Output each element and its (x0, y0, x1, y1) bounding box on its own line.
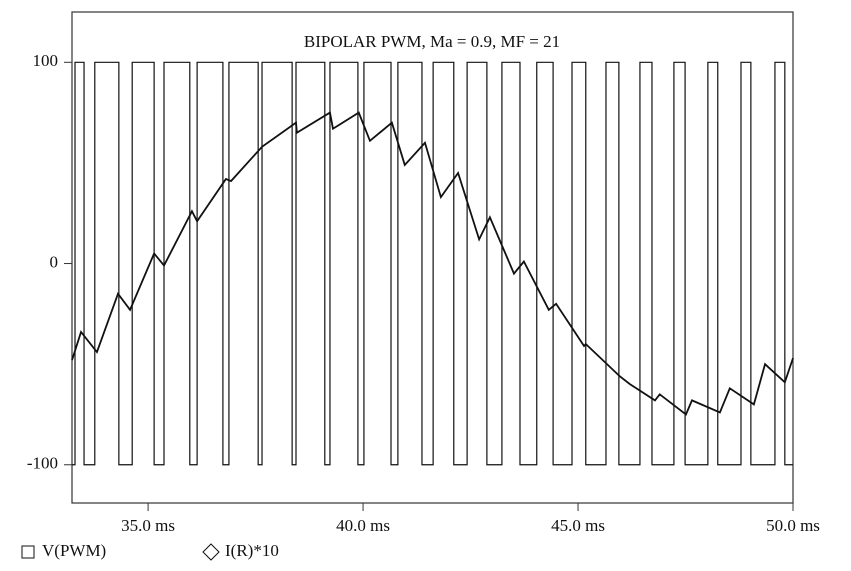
x-tick-label: 45.0 ms (551, 516, 605, 535)
series-line (71, 111, 794, 416)
x-tick-label: 35.0 ms (121, 516, 175, 535)
y-tick-label: 100 (33, 51, 59, 70)
y-tick-label: 0 (50, 252, 59, 271)
legend-marker (21, 545, 35, 559)
legend-label: I(R)*10 (225, 541, 279, 560)
x-tick-label: 50.0 ms (766, 516, 820, 535)
x-tick-label: 40.0 ms (336, 516, 390, 535)
y-tick-label: -100 (27, 454, 58, 473)
legend-marker (202, 543, 220, 561)
legend-label: V(PWM) (42, 541, 106, 560)
plot-frame (71, 11, 794, 504)
series-line (72, 61, 793, 466)
chart-title: BIPOLAR PWM, Ma = 0.9, MF = 21 (304, 32, 560, 51)
